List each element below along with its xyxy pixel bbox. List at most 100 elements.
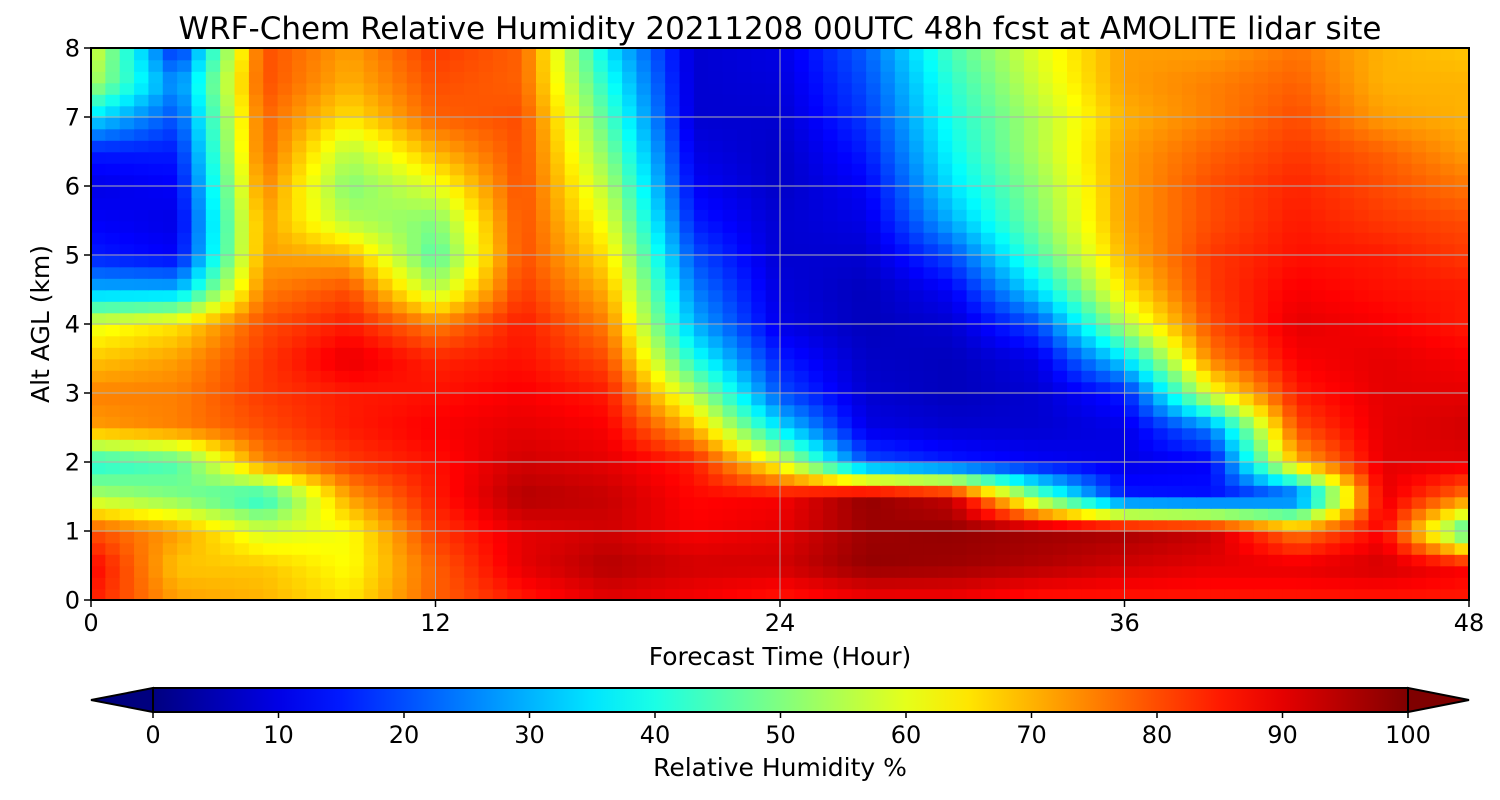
heatmap-cell <box>1138 301 1154 314</box>
heatmap-cell <box>1138 140 1154 153</box>
heatmap-cell <box>1038 473 1054 486</box>
heatmap-cell <box>808 393 824 406</box>
heatmap-cell <box>794 404 810 417</box>
heatmap-cell <box>248 485 265 498</box>
heatmap-cell <box>521 393 537 406</box>
heatmap-cell <box>593 278 609 291</box>
heatmap-cell <box>1038 485 1054 498</box>
heatmap-cell <box>248 531 265 544</box>
heatmap-cell <box>148 105 164 118</box>
heatmap-cell <box>1196 324 1212 337</box>
heatmap-cell <box>1368 473 1384 486</box>
heatmap-cell <box>406 404 422 417</box>
heatmap-cell <box>1382 197 1399 210</box>
heatmap-cell <box>134 542 150 555</box>
heatmap-cell <box>1052 140 1068 153</box>
heatmap-cell <box>1311 197 1327 210</box>
heatmap-cell <box>794 542 810 555</box>
heatmap-cell <box>320 232 336 245</box>
heatmap-cell <box>1253 186 1269 199</box>
heatmap-cell <box>1311 381 1327 394</box>
heatmap-cell <box>478 243 494 256</box>
heatmap-cell <box>1311 370 1327 383</box>
heatmap-cell <box>449 209 465 222</box>
heatmap-cell <box>119 427 135 440</box>
heatmap-cell <box>636 128 652 141</box>
heatmap-cell <box>1425 82 1442 95</box>
heatmap-cell <box>564 335 580 348</box>
heatmap-cell <box>952 416 968 429</box>
heatmap-cell <box>622 381 638 394</box>
heatmap-cell <box>363 59 379 72</box>
heatmap-cell <box>1138 370 1154 383</box>
heatmap-cell <box>263 94 279 107</box>
heatmap-cell <box>1095 232 1111 245</box>
heatmap-cell <box>1397 117 1413 130</box>
heatmap-cell <box>1038 266 1054 279</box>
heatmap-cell <box>1368 462 1384 475</box>
heatmap-cell <box>722 324 738 337</box>
heatmap-cell <box>1425 324 1442 337</box>
heatmap-cell <box>1425 450 1442 463</box>
heatmap-cell <box>134 220 150 233</box>
heatmap-cell <box>1038 232 1054 245</box>
heatmap-cell <box>1411 416 1427 429</box>
heatmap-cell <box>205 186 221 199</box>
heatmap-cell <box>320 554 336 567</box>
heatmap-cell <box>449 220 465 233</box>
heatmap-cell <box>492 577 509 590</box>
heatmap-cell <box>693 266 710 279</box>
heatmap-cell <box>1325 128 1341 141</box>
heatmap-cell <box>1311 209 1327 222</box>
heatmap-cell <box>335 197 351 210</box>
heatmap-cell <box>952 473 968 486</box>
heatmap-cell <box>1368 232 1384 245</box>
heatmap-cell <box>1282 554 1298 567</box>
heatmap-cell <box>722 370 738 383</box>
heatmap-cell <box>1009 554 1025 567</box>
heatmap-cell <box>1382 439 1399 452</box>
heatmap-cell <box>1124 370 1140 383</box>
heatmap-cell <box>923 370 939 383</box>
heatmap-cell <box>1196 71 1212 84</box>
heatmap-cell <box>406 163 422 176</box>
heatmap-cell <box>478 59 494 72</box>
heatmap-cell <box>335 186 351 199</box>
heatmap-cell <box>335 565 351 578</box>
heatmap-cell <box>162 439 178 452</box>
heatmap-cell <box>995 278 1011 291</box>
heatmap-cell <box>1024 197 1040 210</box>
heatmap-cell <box>937 542 954 555</box>
heatmap-cell <box>1167 370 1183 383</box>
heatmap-cell <box>134 140 150 153</box>
heatmap-cell <box>248 255 265 268</box>
heatmap-cell <box>162 197 178 210</box>
heatmap-cell <box>1296 151 1312 164</box>
heatmap-cell <box>320 542 336 555</box>
heatmap-cell <box>1325 59 1341 72</box>
heatmap-cell <box>363 565 379 578</box>
heatmap-cell <box>1181 163 1198 176</box>
heatmap-cell <box>909 301 925 314</box>
heatmap-cell <box>593 174 609 187</box>
heatmap-cell <box>564 117 580 130</box>
heatmap-cell <box>1382 232 1399 245</box>
heatmap-cell <box>1181 278 1198 291</box>
heatmap-cell <box>1052 266 1068 279</box>
heatmap-cell <box>406 255 422 268</box>
heatmap-cell <box>91 496 107 509</box>
heatmap-cell <box>205 289 221 302</box>
heatmap-cell <box>622 542 638 555</box>
heatmap-cell <box>593 427 609 440</box>
heatmap-cell <box>765 531 781 544</box>
heatmap-cell <box>1110 59 1126 72</box>
heatmap-cell <box>492 151 509 164</box>
heatmap-cell <box>449 186 465 199</box>
heatmap-cell <box>535 59 552 72</box>
heatmap-cell <box>191 174 207 187</box>
heatmap-cell <box>335 140 351 153</box>
y-tick-label: 5 <box>65 242 80 270</box>
heatmap-cell <box>1210 439 1226 452</box>
heatmap-cell <box>636 393 652 406</box>
heatmap-cell <box>406 312 422 325</box>
